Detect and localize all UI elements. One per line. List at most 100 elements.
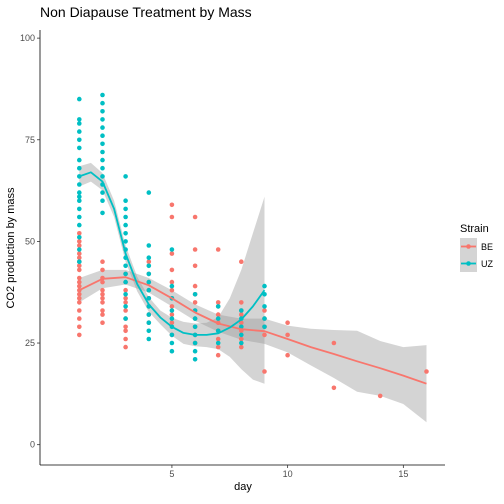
point-uz-50 xyxy=(146,328,152,334)
point-uz-89 xyxy=(262,316,267,321)
point-uz-17 xyxy=(77,117,82,122)
point-be-80 xyxy=(239,344,244,350)
point-uz-8 xyxy=(77,190,82,195)
point-uz-4 xyxy=(77,214,82,220)
point-be-86 xyxy=(239,300,244,305)
point-uz-29 xyxy=(100,125,105,130)
point-be-38 xyxy=(123,287,128,293)
point-be-70 xyxy=(192,214,198,220)
point-uz-70 xyxy=(169,247,175,252)
point-be-99 xyxy=(424,369,429,374)
point-uz-56 xyxy=(146,279,152,285)
point-uz-85 xyxy=(239,324,244,330)
point-uz-7 xyxy=(77,194,82,199)
point-be-3 xyxy=(77,308,82,313)
point-be-33 xyxy=(123,324,128,330)
point-uz-45 xyxy=(123,214,128,220)
point-uz-0 xyxy=(77,259,82,265)
point-be-20 xyxy=(100,312,105,317)
point-uz-30 xyxy=(100,117,105,122)
y-tick-label-100: 100 xyxy=(20,33,35,43)
point-uz-14 xyxy=(77,137,82,143)
point-be-14 xyxy=(77,255,82,260)
x-axis-ticks: 5 10 15 xyxy=(169,465,408,479)
point-be-15 xyxy=(77,251,82,256)
point-be-32 xyxy=(123,328,128,334)
point-uz-75 xyxy=(192,324,198,330)
legend-key-point-be xyxy=(466,244,471,249)
y-axis-ticks: 0 25 50 75 100 xyxy=(20,33,40,450)
x-tick-label-10: 10 xyxy=(283,469,293,479)
point-uz-90 xyxy=(262,304,267,309)
point-uz-43 xyxy=(123,231,128,236)
point-uz-47 xyxy=(123,198,128,203)
point-uz-33 xyxy=(100,92,105,98)
point-be-31 xyxy=(123,336,128,342)
smooth-line-be xyxy=(78,276,427,385)
point-uz-21 xyxy=(100,190,105,195)
point-be-16 xyxy=(77,243,82,248)
point-uz-81 xyxy=(215,316,221,321)
point-uz-58 xyxy=(146,263,152,269)
point-uz-66 xyxy=(169,316,175,321)
point-be-23 xyxy=(100,296,105,301)
point-uz-6 xyxy=(77,198,82,203)
point-uz-18 xyxy=(77,96,82,102)
point-uz-34 xyxy=(123,316,128,321)
point-uz-23 xyxy=(100,174,105,179)
point-uz-48 xyxy=(123,174,128,179)
point-uz-28 xyxy=(100,133,105,138)
x-axis-title: day xyxy=(234,481,252,493)
point-be-83 xyxy=(239,320,244,326)
point-be-87 xyxy=(239,259,244,265)
point-uz-84 xyxy=(239,332,244,338)
point-be-59 xyxy=(169,202,175,208)
point-be-88 xyxy=(262,369,267,374)
point-be-35 xyxy=(123,308,128,313)
point-uz-20 xyxy=(100,198,105,203)
point-be-48 xyxy=(146,259,152,265)
point-be-37 xyxy=(123,296,128,301)
point-uz-73 xyxy=(192,340,198,346)
point-uz-25 xyxy=(100,157,105,163)
point-be-57 xyxy=(169,251,175,256)
point-uz-12 xyxy=(77,157,82,163)
point-uz-59 xyxy=(146,255,152,260)
point-be-67 xyxy=(192,283,198,289)
point-be-4 xyxy=(77,300,82,305)
point-uz-54 xyxy=(146,296,152,301)
point-uz-46 xyxy=(123,206,128,212)
legend-key-point-uz xyxy=(466,261,471,266)
point-be-19 xyxy=(100,320,105,326)
point-be-0 xyxy=(77,332,82,338)
point-be-65 xyxy=(192,300,198,305)
y-tick-label-75: 75 xyxy=(25,135,35,145)
y-tick-label-25: 25 xyxy=(25,338,35,348)
point-be-81 xyxy=(239,336,244,342)
point-be-36 xyxy=(123,300,128,305)
point-uz-2 xyxy=(77,235,82,240)
point-be-18 xyxy=(77,231,82,236)
point-be-79 xyxy=(215,247,221,252)
point-be-24 xyxy=(100,292,105,297)
point-uz-63 xyxy=(169,340,175,346)
point-be-76 xyxy=(215,312,221,317)
point-be-26 xyxy=(100,279,105,285)
point-uz-16 xyxy=(77,121,82,126)
point-uz-38 xyxy=(123,271,128,277)
point-be-11 xyxy=(77,267,82,273)
point-be-89 xyxy=(262,332,267,338)
y-axis-title: CO2 production by mass xyxy=(5,187,17,309)
point-uz-27 xyxy=(100,141,105,147)
point-uz-61 xyxy=(146,190,152,195)
point-be-9 xyxy=(77,279,82,285)
point-be-92 xyxy=(262,308,267,313)
point-be-68 xyxy=(192,263,198,269)
point-uz-11 xyxy=(77,165,82,171)
point-uz-67 xyxy=(169,308,175,313)
x-tick-label-5: 5 xyxy=(169,469,174,479)
point-uz-78 xyxy=(192,292,198,297)
point-be-54 xyxy=(169,287,175,293)
point-be-2 xyxy=(77,316,82,321)
y-tick-label-0: 0 xyxy=(30,440,35,450)
